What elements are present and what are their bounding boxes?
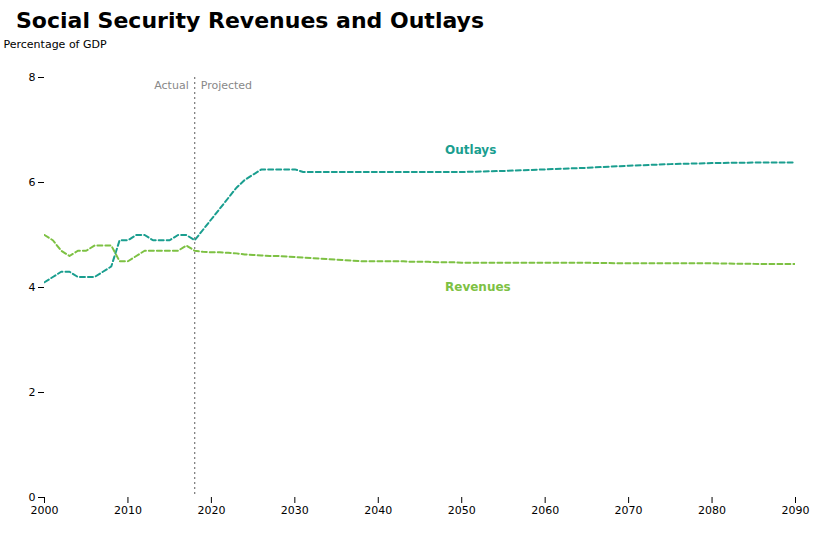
svg-text:2000: 2000 xyxy=(31,504,59,517)
svg-text:2030: 2030 xyxy=(281,504,309,517)
svg-text:Revenues: Revenues xyxy=(445,280,511,294)
svg-text:6: 6 xyxy=(29,176,36,189)
html-text:Social Security Revenues and O: Social Security Revenues and Outlays xyxy=(16,8,484,33)
svg-text:2020: 2020 xyxy=(197,504,225,517)
svg-text:2010: 2010 xyxy=(114,504,142,517)
svg-text:2070: 2070 xyxy=(615,504,643,517)
svg-text:8: 8 xyxy=(29,71,36,84)
svg-text:Outlays: Outlays xyxy=(445,143,496,157)
svg-text:4: 4 xyxy=(29,281,36,294)
svg-text:2050: 2050 xyxy=(448,504,476,517)
svg-text:2040: 2040 xyxy=(364,504,392,517)
svg-text:2060: 2060 xyxy=(531,504,559,517)
svg-text:2: 2 xyxy=(29,386,36,399)
svg-text:2090: 2090 xyxy=(782,504,810,517)
svg-text:2080: 2080 xyxy=(698,504,726,517)
svg-text:0: 0 xyxy=(29,491,36,504)
svg-text:Actual: Actual xyxy=(154,79,188,92)
svg-text:Percentage of GDP: Percentage of GDP xyxy=(4,38,107,51)
svg-text:Projected: Projected xyxy=(201,79,252,92)
